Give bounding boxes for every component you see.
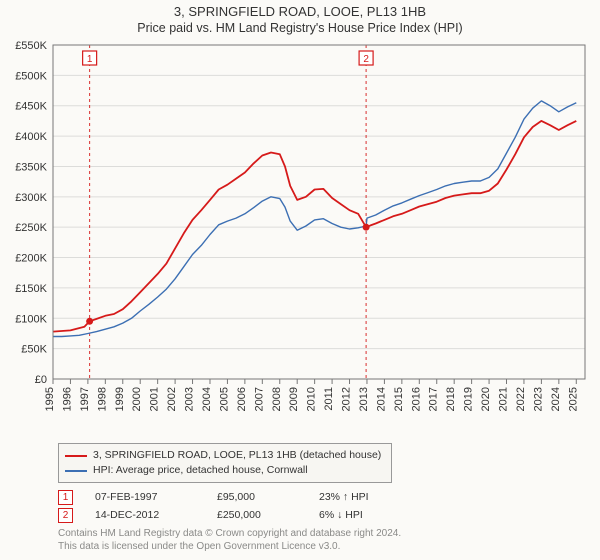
legend-swatch [65,470,87,472]
svg-text:2000: 2000 [131,387,143,411]
svg-text:2014: 2014 [375,387,387,411]
svg-text:2005: 2005 [218,387,230,411]
svg-text:1: 1 [87,54,93,65]
sale-delta: 23% ↑ HPI [319,491,419,503]
svg-text:2010: 2010 [306,387,318,411]
svg-text:2009: 2009 [288,387,300,411]
svg-text:1995: 1995 [44,387,56,411]
svg-text:£250K: £250K [15,222,47,234]
svg-text:2004: 2004 [201,387,213,411]
legend-row: HPI: Average price, detached house, Corn… [65,463,385,478]
svg-text:2024: 2024 [550,387,562,411]
svg-text:2016: 2016 [410,387,422,411]
sale-delta: 6% ↓ HPI [319,509,419,521]
svg-text:2017: 2017 [428,387,440,411]
legend-swatch [65,455,87,457]
svg-text:2019: 2019 [463,387,475,411]
svg-text:2001: 2001 [149,387,161,411]
svg-text:2025: 2025 [567,387,579,411]
sale-marker-icon: 1 [58,490,73,505]
svg-text:2006: 2006 [236,387,248,411]
svg-text:2: 2 [363,54,369,65]
svg-text:£300K: £300K [15,192,47,204]
chart-subtitle: Price paid vs. HM Land Registry's House … [0,19,600,39]
svg-text:2003: 2003 [184,387,196,411]
svg-text:£400K: £400K [15,131,47,143]
svg-text:1997: 1997 [79,387,91,411]
svg-text:2008: 2008 [271,387,283,411]
sale-price: £250,000 [217,509,297,521]
line-chart: £0 £50K £100K £150K £200K £250K £300K £350K £400… [5,39,595,429]
sale-price: £95,000 [217,491,297,503]
svg-text:2012: 2012 [341,387,353,411]
sale-marker-icon: 2 [58,508,73,523]
chart-area: £0 £50K £100K £150K £200K £250K £300K £350K £400… [5,39,595,429]
svg-text:£50K: £50K [21,344,47,356]
legend-row: 3, SPRINGFIELD ROAD, LOOE, PL13 1HB (det… [65,448,385,463]
svg-text:2007: 2007 [253,387,265,411]
svg-text:2023: 2023 [532,387,544,411]
svg-text:£150K: £150K [15,283,47,295]
svg-text:£100K: £100K [15,313,47,325]
legend-label: HPI: Average price, detached house, Corn… [93,463,308,478]
legend: 3, SPRINGFIELD ROAD, LOOE, PL13 1HB (det… [58,443,392,483]
svg-text:1999: 1999 [114,387,126,411]
sale-row: 1 07-FEB-1997 £95,000 23% ↑ HPI [58,488,558,506]
svg-text:2002: 2002 [166,387,178,411]
credits-line2: This data is licensed under the Open Gov… [58,540,578,553]
svg-text:£450K: £450K [15,101,47,113]
svg-text:1996: 1996 [61,387,73,411]
svg-text:2015: 2015 [393,387,405,411]
sale-date: 14-DEC-2012 [95,509,195,521]
svg-text:2020: 2020 [480,387,492,411]
svg-text:2022: 2022 [515,387,527,411]
svg-text:£350K: £350K [15,161,47,173]
credits-line1: Contains HM Land Registry data © Crown c… [58,527,578,540]
svg-text:£500K: £500K [15,70,47,82]
svg-text:£0: £0 [35,374,47,386]
credits: Contains HM Land Registry data © Crown c… [58,527,578,553]
sale-row: 2 14-DEC-2012 £250,000 6% ↓ HPI [58,506,558,524]
svg-text:2018: 2018 [445,387,457,411]
svg-text:2011: 2011 [323,387,335,411]
svg-text:2021: 2021 [498,387,510,411]
svg-text:£550K: £550K [15,40,47,52]
svg-text:2013: 2013 [358,387,370,411]
svg-text:£200K: £200K [15,253,47,265]
sale-date: 07-FEB-1997 [95,491,195,503]
sales-footer: 1 07-FEB-1997 £95,000 23% ↑ HPI 2 14-DEC-2012… [58,488,558,524]
chart-title: 3, SPRINGFIELD ROAD, LOOE, PL13 1HB [0,0,600,19]
legend-label: 3, SPRINGFIELD ROAD, LOOE, PL13 1HB (det… [93,448,381,463]
svg-text:1998: 1998 [96,387,108,411]
